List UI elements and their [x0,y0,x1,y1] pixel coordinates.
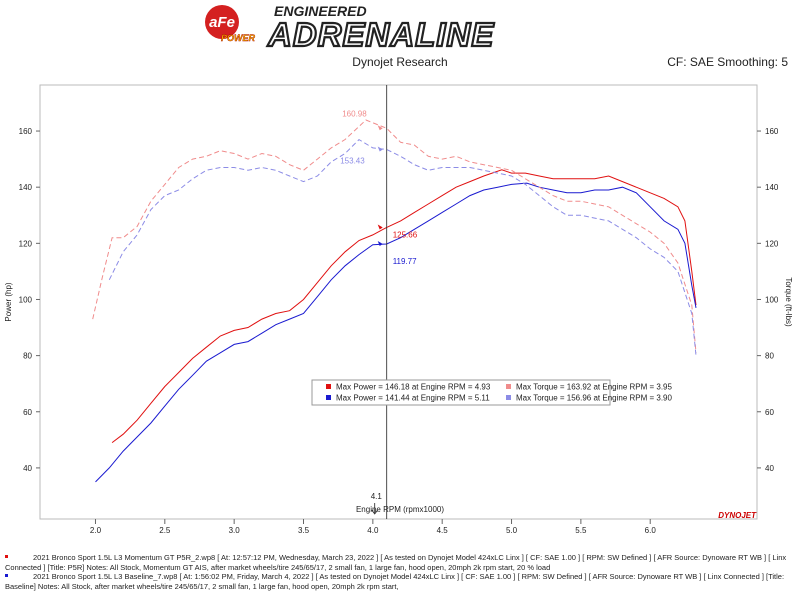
y-axis-title: Power (hp) [4,282,13,321]
plot-frame [39,84,758,520]
series-line [92,119,697,353]
logo-brand: aFe [209,14,235,31]
chart: aFe POWER ENGINEERED ADRENALINE Dynojet … [4,3,793,535]
x-tick-label: 3.5 [298,526,310,535]
cursor-readout: 153.43 [340,156,365,165]
y-tick-label: 80 [23,352,32,361]
y2-tick-label: 160 [765,127,779,136]
cursor-readout: 125.66 [393,230,418,239]
legend-swatch [506,395,511,400]
legend-swatch [326,395,331,400]
y-tick-label: 160 [19,127,33,136]
cursor-marker [377,146,383,152]
y2-axis-title: Torque (ft-lbs) [784,277,793,327]
y-tick-label: 120 [19,239,33,248]
y-tick-label: 100 [19,295,33,304]
series-line [111,169,697,443]
run-marker [5,555,8,558]
series-line [95,182,697,483]
run-note-text: 2021 Bronco Sport 1.5L L3 Baseline_7.wp8… [5,572,785,591]
x-tick-label: 4.5 [437,526,449,535]
legend-label: Max Power = 146.18 at Engine RPM = 4.93 [336,383,491,392]
y2-tick-label: 60 [765,408,774,417]
cursor-marker [377,125,383,131]
run-note-text: 2021 Bronco Sport 1.5L L3 Momentum GT P5… [5,553,787,572]
cursor-x-label: 4.1 [371,492,383,501]
y-tick-label: 60 [23,408,32,417]
x-tick-label: 3.0 [229,526,241,535]
cursor-marker [377,240,383,246]
logo-tagline-top: ENGINEERED [274,3,367,19]
logo-tagline: ADRENALINE [267,16,494,53]
cursor-readout: 160.98 [342,109,367,118]
chart-subtitle: CF: SAE Smoothing: 5 [667,55,788,69]
cursor-marker [377,224,383,230]
x-tick-label: 4.0 [367,526,379,535]
cursor-readout: 119.77 [393,257,417,266]
cursor-arrow [371,503,379,515]
legend-box [311,379,611,406]
y2-tick-label: 80 [765,352,774,361]
run-note: 2021 Bronco Sport 1.5L L3 Baseline_7.wp8… [5,572,795,591]
run-marker [5,574,8,577]
x-tick-label: 2.5 [159,526,171,535]
dynojet-mark: DYNOJET [718,511,757,520]
y2-tick-label: 140 [765,183,779,192]
run-notes: 2021 Bronco Sport 1.5L L3 Momentum GT P5… [5,553,795,591]
series-line [108,138,697,356]
y-tick-label: 140 [19,183,33,192]
y2-tick-label: 100 [765,295,779,304]
legend-swatch [326,384,331,389]
chart-title: Dynojet Research [352,55,447,69]
logo-sub: POWER [221,33,256,43]
logo-badge [205,5,239,39]
legend-label: Max Torque = 163.92 at Engine RPM = 3.95 [516,383,673,392]
y-tick-label: 40 [23,464,32,473]
x-axis-title: Engine RPM (rpmx1000) [356,505,444,514]
x-tick-label: 5.5 [575,526,587,535]
x-tick-label: 2.0 [90,526,102,535]
run-note: 2021 Bronco Sport 1.5L L3 Momentum GT P5… [5,553,795,572]
y2-tick-label: 40 [765,464,774,473]
x-tick-label: 6.0 [645,526,657,535]
legend-swatch [506,384,511,389]
legend-label: Max Power = 141.44 at Engine RPM = 5.11 [336,394,490,403]
y2-tick-label: 120 [765,239,779,248]
x-tick-label: 5.0 [506,526,518,535]
legend-label: Max Torque = 156.96 at Engine RPM = 3.90 [516,394,673,403]
